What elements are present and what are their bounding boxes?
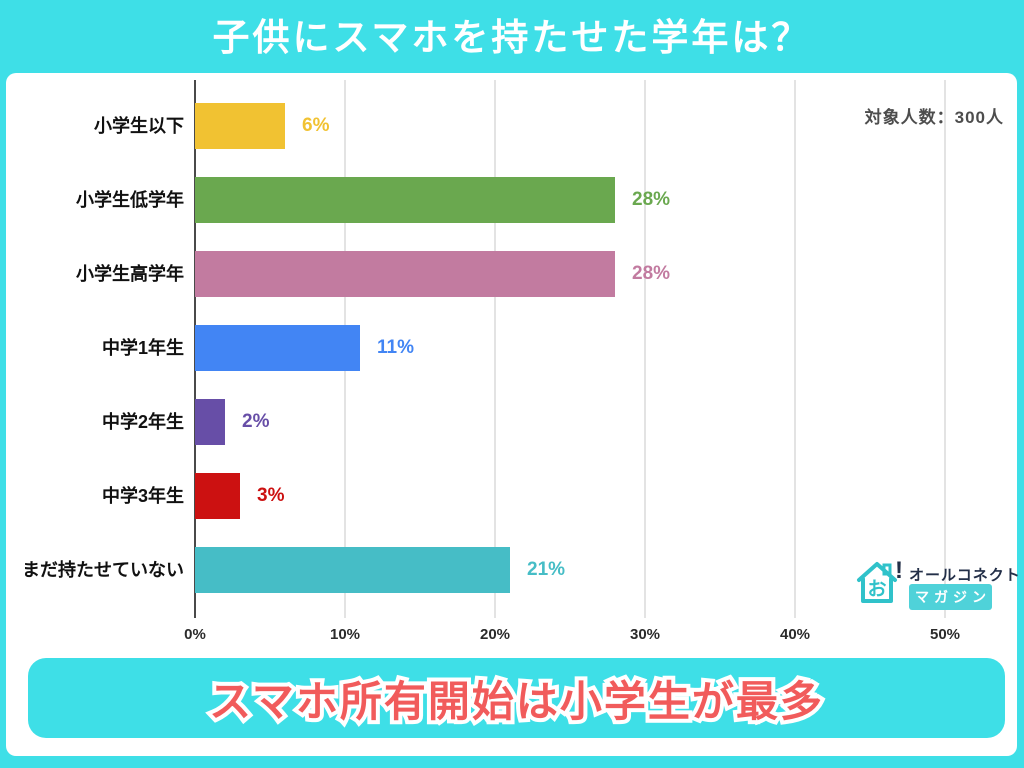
bar-28pct [195,177,615,223]
category-label: 中学3年生 [101,486,184,506]
category-label: 小学生高学年 [76,264,184,284]
value-label: 21% [527,559,566,580]
x-tick-label: 40% [779,626,811,643]
category-label: まだ持たせていない [22,560,184,580]
value-label: 28% [632,263,671,284]
x-tick-label: 10% [329,626,361,643]
gridline-30% [644,80,646,618]
value-label: 2% [242,411,270,432]
bar-11pct [195,325,360,371]
house-logo-icon: お [857,562,897,603]
x-tick-label: 20% [479,626,511,643]
category-label: 中学1年生 [101,338,184,358]
value-label: 28% [632,189,671,210]
bar-3pct [195,473,240,519]
bar-28pct [195,251,615,297]
page-title: 子供にスマホを持たせた学年は？ [212,17,812,58]
value-label: 3% [257,485,285,506]
conclusion-banner: スマホ所有開始は小学生が最多 [28,658,1005,738]
logo-magazine-badge: マガジン [909,584,992,610]
x-tick-label: 50% [929,626,961,643]
conclusion-banner-text: スマホ所有開始は小学生が最多 [205,674,826,729]
plot-area: 0% 10% 20% 30% 40% 50% 小学生以下 6% 小学生低学年 28% 小学生高学年 2… [6,73,1017,756]
svg-text:お: お [867,578,886,600]
value-label: 11% [377,337,414,358]
logo-brand-text: オールコネクト [909,567,1021,584]
category-label: 小学生以下 [94,116,184,136]
gridline-20% [494,80,496,618]
value-label: 6% [302,115,330,136]
bar-6pct [195,103,285,149]
chart-panel: 0% 10% 20% 30% 40% 50% 小学生以下 6% 小学生低学年 28% 小学生高学年 2… [6,73,1020,756]
bar-21pct [195,547,510,593]
brand-logo: お ! オールコネクト マガジン [855,557,1020,623]
category-label: 中学2年生 [101,412,184,432]
bar-2pct [195,399,225,445]
x-tick-label: 30% [629,626,661,643]
x-tick-label: 0% [184,626,206,643]
logo-exclamation: ! [895,557,903,584]
category-label: 小学生低学年 [76,190,184,210]
gridline-50% [944,80,946,618]
gridline-40% [794,80,796,618]
sample-size-note: 対象人数：300人 [864,108,1004,127]
